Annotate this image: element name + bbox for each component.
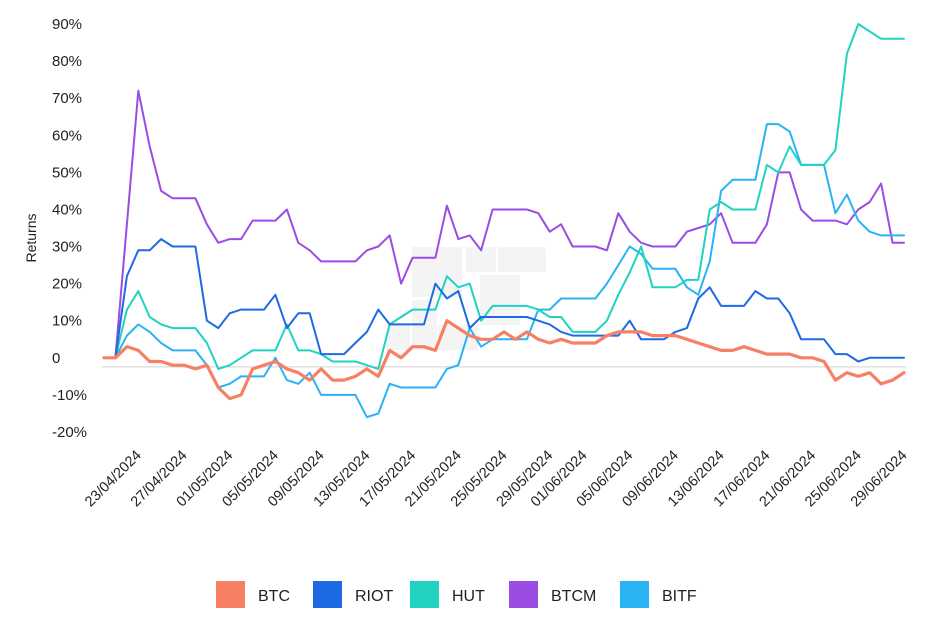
series-line-hut [103, 23, 905, 370]
legend-label-btc: BTC [258, 588, 290, 605]
y-tick-label: -10% [52, 387, 87, 404]
legend-label-btcm: BTCM [551, 588, 596, 605]
series-line-btcm [103, 89, 905, 359]
legend-swatch-btc [216, 581, 245, 608]
x-axis: 23/04/202427/04/202401/05/202405/05/2024… [82, 448, 910, 511]
series-lines [102, 23, 906, 419]
y-tick-label: 90% [52, 16, 82, 33]
y-tick-label: 40% [52, 201, 82, 218]
y-axis-label: Returns [23, 213, 39, 262]
legend-swatch-hut [410, 581, 439, 608]
y-axis: 90% 80% 70% 60% 50% 40% 30% 20% 10% 0 -10% -20% [52, 16, 87, 441]
y-tick-label: -20% [52, 424, 87, 441]
series-line-bitf [103, 123, 905, 419]
legend-swatch-btcm [509, 581, 538, 608]
legend-label-hut: HUT [452, 588, 485, 605]
y-tick-label: 50% [52, 164, 82, 181]
legend-swatch-bitf [620, 581, 649, 608]
y-tick-label: 70% [52, 90, 82, 107]
legend-label-riot: RIOT [355, 588, 393, 605]
y-tick-label: 80% [52, 53, 82, 70]
y-tick-label: 20% [52, 276, 82, 293]
y-tick-label: 30% [52, 239, 82, 256]
y-tick-label: 60% [52, 127, 82, 144]
watermark-logo [386, 247, 546, 350]
legend: BTC RIOT HUT BTCM BITF [216, 581, 697, 608]
legend-label-bitf: BITF [662, 588, 697, 605]
y-tick-label: 0 [52, 350, 60, 367]
legend-swatch-riot [313, 581, 342, 608]
series-line-btc [102, 319, 906, 401]
y-tick-label: 10% [52, 313, 82, 330]
series-line-riot [103, 238, 905, 363]
